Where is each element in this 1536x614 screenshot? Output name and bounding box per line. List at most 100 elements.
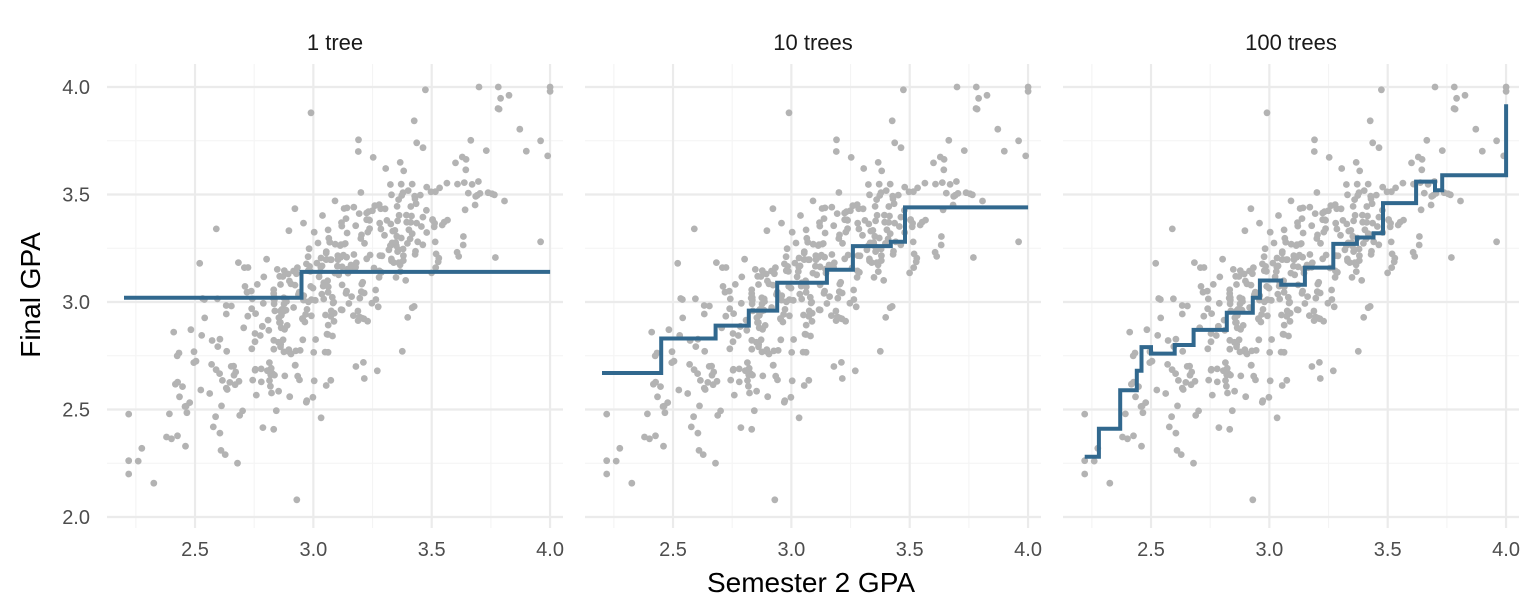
data-point [1308,363,1316,370]
data-point [410,117,418,125]
data-point [475,178,482,185]
data-point [198,332,206,339]
data-point [192,357,200,365]
data-point [501,197,508,205]
data-point [815,241,823,249]
data-point [868,259,876,266]
data-point [994,125,1002,133]
data-point [394,217,401,225]
data-point [1394,221,1402,229]
data-point [852,303,860,311]
data-point [670,357,678,365]
data-point [385,246,393,254]
data-point [1360,314,1368,321]
data-point [1333,225,1341,233]
data-point [805,376,813,384]
data-point [1290,262,1297,270]
data-point [419,241,427,249]
data-point [748,286,756,294]
data-point [881,211,888,219]
data-point [390,259,398,266]
data-point [758,294,766,302]
data-point [399,257,407,264]
data-point [1137,403,1145,410]
data-point [471,201,479,209]
data-point [792,239,800,247]
data-point [809,197,817,205]
data-point [432,264,440,271]
data-point [946,181,954,188]
data-point [1224,389,1231,397]
data-point [497,94,504,102]
data-point [163,433,170,441]
data-point [1331,273,1339,281]
data-point [657,383,664,390]
data-point [251,338,259,346]
data-point [505,91,513,99]
data-point [1374,223,1381,230]
data-point [838,289,846,297]
data-point [710,368,718,376]
data-point [1415,241,1423,249]
data-point [700,310,708,318]
data-point [694,370,701,377]
data-point [886,304,894,312]
x-axis-title: Semester 2 GPA [707,567,915,598]
data-point [260,273,268,281]
data-point [730,391,738,399]
data-point [443,179,451,187]
data-point [759,372,767,380]
data-point [1367,195,1375,203]
data-point [1247,362,1255,369]
data-point [790,336,797,343]
data-point [462,156,470,163]
data-point [472,193,480,200]
data-point [1090,457,1098,465]
data-point [1359,211,1366,219]
data-point [783,245,791,253]
data-point [641,433,648,441]
data-point [847,154,855,161]
data-point [1264,296,1271,304]
data-point [181,403,189,410]
data-point [408,230,416,238]
data-point [372,286,379,294]
data-point [1122,410,1129,418]
data-point [248,305,256,313]
data-point [296,376,303,384]
data-point [326,238,334,246]
data-point [219,377,226,384]
data-point [1215,424,1223,431]
data-point [208,337,216,344]
data-point [317,414,325,422]
data-point [416,191,424,199]
data-point [891,219,898,227]
data-point [492,254,499,261]
data-point [453,248,461,256]
data-point [412,247,419,255]
data-point [303,306,311,313]
data-point [282,306,290,314]
data-point [1283,307,1291,315]
data-point [1286,298,1294,306]
data-point [266,377,273,384]
data-point [1283,376,1291,384]
data-point [731,281,739,288]
data-point [953,83,961,91]
data-point [1358,277,1366,284]
data-point [748,345,756,353]
data-point [1263,267,1270,275]
data-point [1493,137,1500,145]
x-tick-label: 3.5 [418,539,446,561]
data-point [259,299,267,307]
data-point [546,83,554,91]
data-point [404,240,411,247]
data-point [1222,377,1229,384]
data-point [271,371,278,379]
data-point [1350,217,1357,225]
data-point [294,264,301,272]
data-point [771,270,778,278]
data-point [216,429,224,437]
data-point [748,300,756,308]
data-point [370,264,378,272]
